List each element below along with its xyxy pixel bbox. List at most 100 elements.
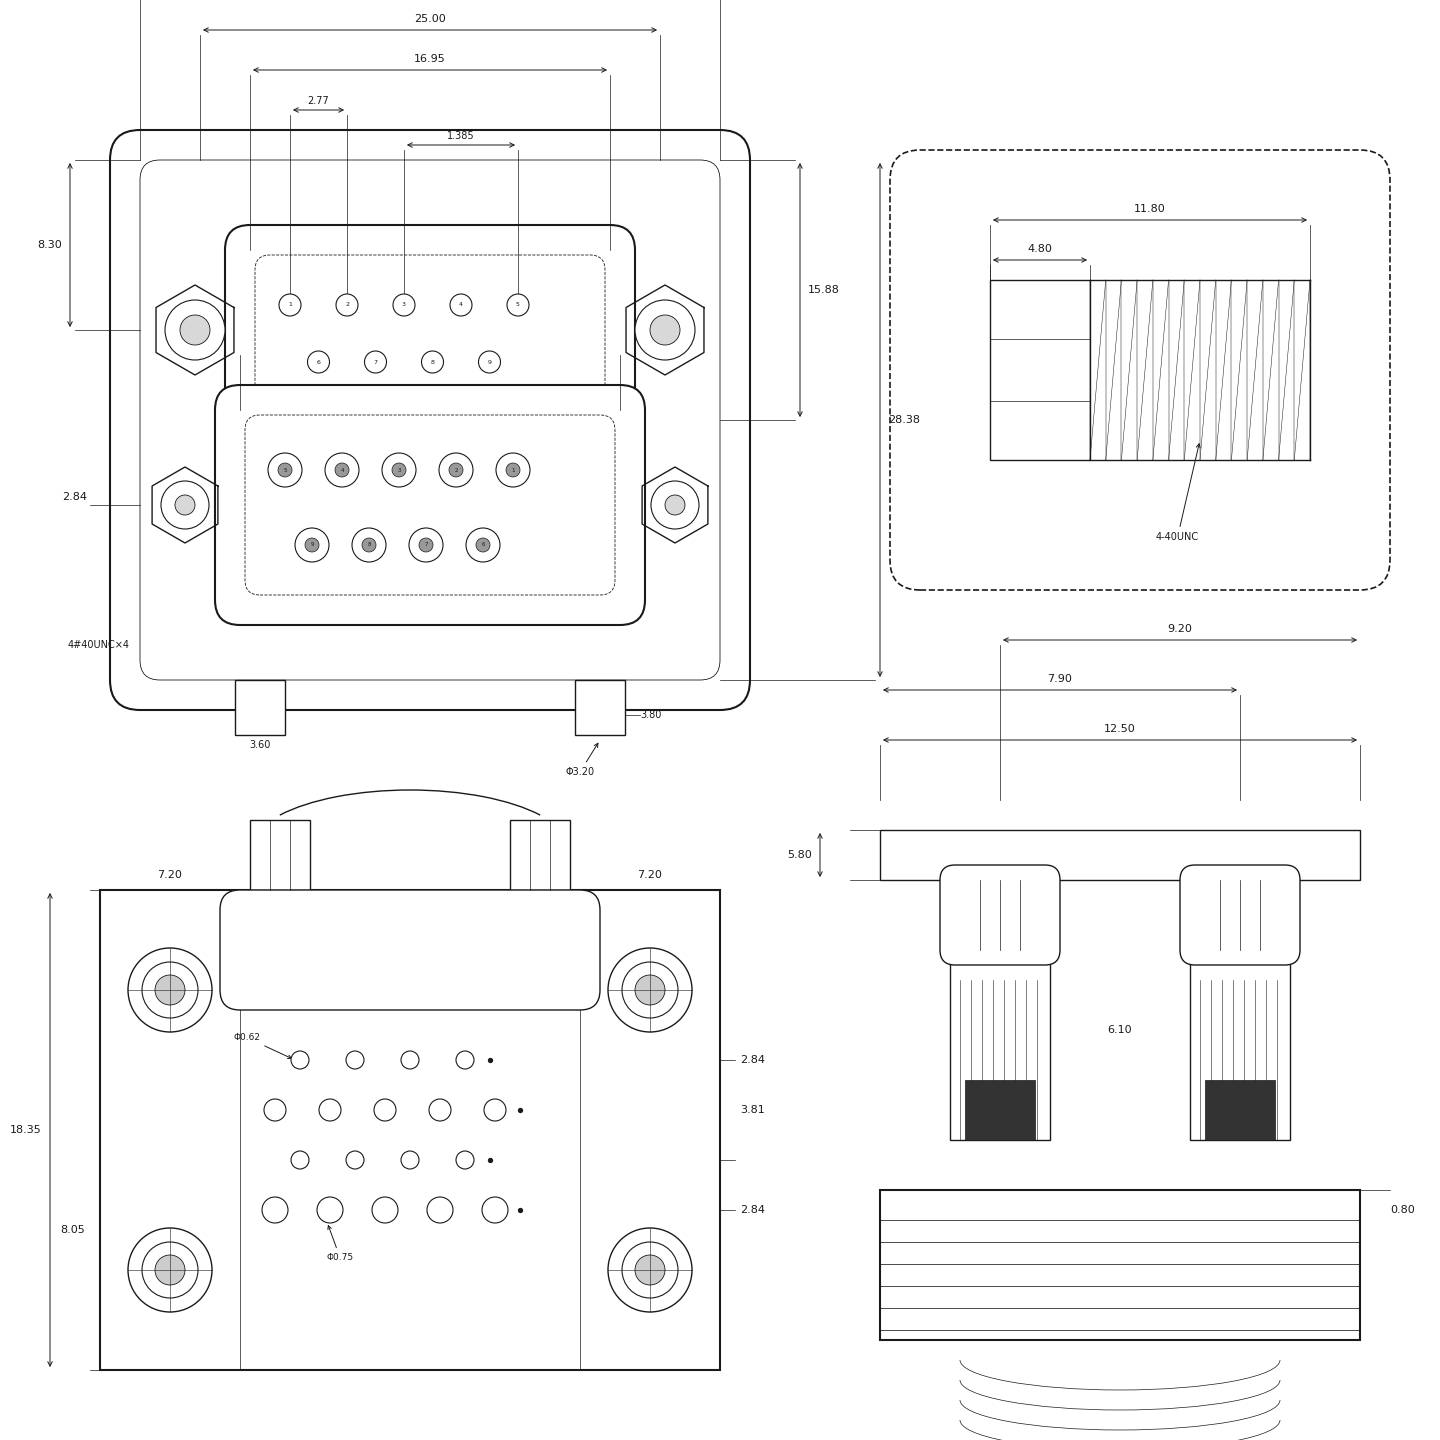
Text: 7: 7 (373, 360, 377, 364)
Circle shape (346, 1051, 364, 1068)
Circle shape (608, 1228, 693, 1312)
Text: 4: 4 (459, 302, 464, 308)
Circle shape (346, 1151, 364, 1169)
Circle shape (482, 1197, 508, 1223)
Text: 16.35: 16.35 (415, 334, 446, 344)
Circle shape (507, 294, 528, 315)
Circle shape (409, 528, 444, 562)
Circle shape (665, 495, 685, 516)
Bar (880, 1189, 1359, 1341)
FancyBboxPatch shape (890, 150, 1390, 590)
Circle shape (166, 300, 225, 360)
FancyBboxPatch shape (109, 130, 750, 710)
Text: 3.81: 3.81 (740, 1104, 765, 1115)
Text: 2: 2 (346, 302, 348, 308)
Point (508, 1198, 531, 1221)
Circle shape (651, 481, 698, 528)
Text: 4#40UNC×4: 4#40UNC×4 (68, 639, 130, 649)
Circle shape (279, 294, 301, 315)
Point (478, 1048, 501, 1071)
Bar (99, 890, 720, 1369)
Text: 8: 8 (431, 360, 435, 364)
Circle shape (291, 1151, 310, 1169)
Circle shape (608, 948, 693, 1032)
Text: 4.80: 4.80 (1028, 243, 1053, 253)
Bar (575, 680, 625, 734)
Text: 12.50: 12.50 (1104, 724, 1136, 734)
Text: 4-40UNC: 4-40UNC (1156, 444, 1200, 541)
Circle shape (180, 315, 210, 346)
Circle shape (635, 1256, 665, 1284)
Text: 9: 9 (310, 543, 314, 547)
Circle shape (428, 1197, 454, 1223)
Circle shape (336, 294, 359, 315)
Text: 6: 6 (481, 543, 485, 547)
Text: 7.20: 7.20 (638, 870, 662, 880)
Circle shape (278, 464, 292, 477)
Text: 1: 1 (288, 302, 292, 308)
Text: 11.80: 11.80 (1135, 204, 1166, 215)
Text: 2.84: 2.84 (740, 1056, 765, 1066)
Bar (950, 920, 1050, 1140)
FancyBboxPatch shape (245, 415, 615, 595)
Circle shape (364, 351, 386, 373)
Text: 1: 1 (511, 468, 514, 472)
Bar (965, 1080, 1035, 1140)
Text: Φ0.62: Φ0.62 (233, 1032, 291, 1058)
Text: 3.80: 3.80 (639, 710, 661, 720)
Text: 0.80: 0.80 (1390, 1205, 1414, 1215)
Text: 8.05: 8.05 (60, 1225, 85, 1236)
Circle shape (317, 1197, 343, 1223)
Text: 6: 6 (317, 360, 321, 364)
Circle shape (382, 454, 416, 487)
Text: 3: 3 (402, 302, 406, 308)
Circle shape (161, 481, 209, 528)
Circle shape (128, 948, 212, 1032)
Circle shape (456, 1151, 474, 1169)
Circle shape (264, 1099, 287, 1120)
Text: 9.20: 9.20 (1168, 624, 1192, 634)
Circle shape (176, 495, 194, 516)
Circle shape (336, 464, 348, 477)
Circle shape (400, 1151, 419, 1169)
Circle shape (143, 1241, 199, 1297)
Text: Lightany: Lightany (361, 406, 498, 433)
Circle shape (505, 464, 520, 477)
Text: 1.385: 1.385 (448, 131, 475, 141)
Circle shape (268, 454, 302, 487)
Text: 7: 7 (425, 543, 428, 547)
Circle shape (419, 539, 433, 552)
Text: 25.00: 25.00 (415, 14, 446, 24)
FancyBboxPatch shape (225, 225, 635, 435)
Text: 9: 9 (488, 360, 491, 364)
FancyBboxPatch shape (255, 255, 605, 405)
Text: 8: 8 (367, 543, 370, 547)
Circle shape (649, 315, 680, 346)
FancyBboxPatch shape (215, 384, 645, 625)
Circle shape (393, 294, 415, 315)
Circle shape (295, 528, 328, 562)
Circle shape (308, 351, 330, 373)
Circle shape (439, 454, 472, 487)
Circle shape (449, 464, 464, 477)
Text: 3: 3 (397, 468, 400, 472)
Bar (251, 819, 310, 890)
Circle shape (635, 975, 665, 1005)
Text: 4: 4 (340, 468, 344, 472)
Circle shape (325, 454, 359, 487)
Text: 16.95: 16.95 (415, 53, 446, 63)
Circle shape (291, 1051, 310, 1068)
FancyBboxPatch shape (140, 160, 720, 680)
Bar (1189, 920, 1290, 1140)
Circle shape (429, 1099, 451, 1120)
Text: 5: 5 (284, 468, 287, 472)
Text: Φ0.75: Φ0.75 (327, 1225, 354, 1261)
Text: Φ3.20: Φ3.20 (566, 743, 598, 778)
Circle shape (449, 294, 472, 315)
FancyBboxPatch shape (220, 890, 600, 1009)
Text: 2.84: 2.84 (62, 492, 86, 503)
Circle shape (128, 1228, 212, 1312)
Point (508, 1099, 531, 1122)
Circle shape (320, 1099, 341, 1120)
Circle shape (635, 300, 696, 360)
